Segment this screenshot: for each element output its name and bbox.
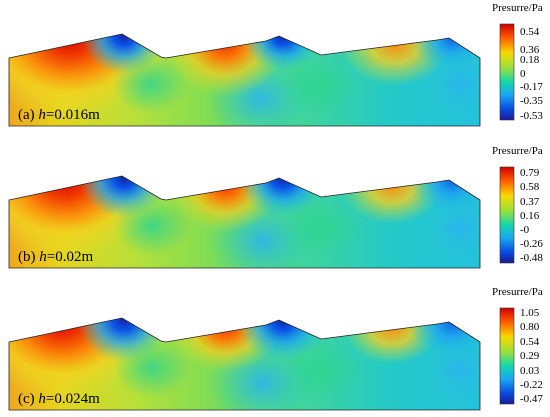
colorbar-tick: 0.16: [520, 210, 540, 222]
colorbar-c: Presurre/Pa 1.05 0.80 0.54 0.29 0.03 -0.…: [492, 286, 543, 405]
contour-panel-c: (c) h=0.024m: [8, 317, 481, 411]
panel-label-b: (b) h=0.02m: [18, 249, 93, 265]
colorbar-tick: 0.36: [520, 44, 540, 56]
colorbar-tick: 0: [520, 68, 526, 80]
colorbar-tick: -0.22: [520, 379, 543, 391]
colorbar-tick: 0.03: [520, 365, 540, 377]
contour-panel-b: (b) h=0.02m: [8, 175, 481, 269]
colorbar-tick: 0.18: [520, 54, 540, 66]
panel-label-c: (c) h=0.024m: [18, 391, 100, 407]
colorbar-tick: 0.79: [520, 167, 540, 179]
colorbar-tick: 0.58: [520, 181, 540, 193]
contour-panel-a: (a) h=0.016m: [8, 33, 481, 127]
terrain-outline: [8, 175, 481, 269]
colorbar-tick: -0: [520, 224, 530, 236]
colorbar-tick: 0.54: [520, 336, 540, 348]
colorbar-tick: 0.29: [520, 350, 540, 362]
colorbar-title: Presurre/Pa: [492, 145, 543, 157]
colorbar-tick: -0.35: [520, 95, 543, 107]
colorbar-tick: 0.80: [520, 321, 540, 333]
colorbar-tick: -0.48: [520, 252, 543, 264]
colorbar-title: Presurre/Pa: [492, 286, 543, 298]
colorbar-title: Presurre/Pa: [492, 2, 543, 14]
panel-label-a: (a) h=0.016m: [18, 107, 100, 123]
colorbar-tick: -0.53: [520, 110, 543, 122]
colorbar-a: Presurre/Pa 0.54 0.36 0.18 0 -0.17 -0.35…: [492, 2, 543, 122]
colorbar-ramp: [499, 307, 515, 405]
colorbar-tick: -0.47: [520, 393, 543, 405]
terrain-outline: [8, 33, 481, 127]
colorbar-tick: -0.26: [520, 238, 543, 250]
colorbar-tick: -0.17: [520, 81, 543, 93]
colorbar-tick: 0.37: [520, 196, 540, 208]
colorbar-ramp: [499, 23, 515, 121]
colorbar-tick: 0.54: [520, 26, 540, 38]
colorbar-ramp: [499, 166, 515, 264]
terrain-outline: [8, 317, 481, 411]
colorbar-tick: 1.05: [520, 307, 540, 319]
colorbar-b: Presurre/Pa 0.79 0.58 0.37 0.16 -0 -0.26…: [492, 145, 543, 264]
